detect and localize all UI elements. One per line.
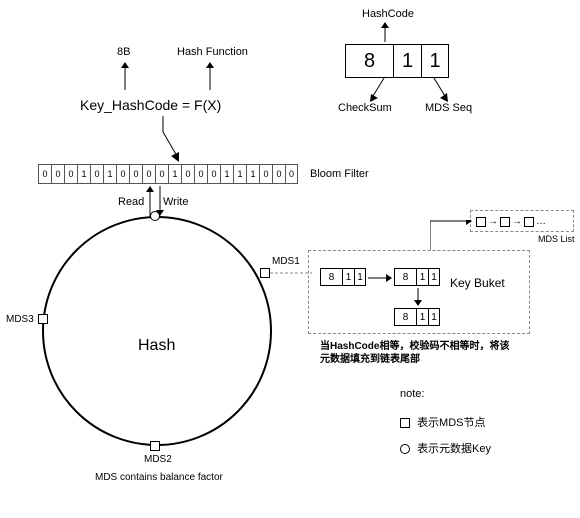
bucket-cell-c-2: 1 [428, 308, 440, 326]
write-label: Write [163, 196, 188, 208]
mdslist-arrow-1: → [488, 216, 498, 227]
bucket-cell-a-0: 8 [320, 268, 342, 286]
mdslist-chain: → → … [476, 216, 546, 227]
legend-circle-icon [400, 444, 410, 454]
bucket-cell-c-0: 8 [394, 308, 416, 326]
legend-meta-key-text: 表示元数据Key [417, 443, 491, 455]
mds1-node [260, 268, 270, 278]
bloom-bit: 0 [38, 164, 51, 184]
bloom-bit: 0 [155, 164, 168, 184]
mds2-node [150, 441, 160, 451]
balance-factor-label: MDS contains balance factor [95, 472, 223, 483]
bloom-bit: 1 [233, 164, 246, 184]
mds1-to-bucket-dash [270, 272, 312, 274]
arrow-bucket-a-to-b [368, 274, 392, 282]
bloom-bit: 1 [77, 164, 90, 184]
bloom-filter-label: Bloom Filter [310, 168, 369, 180]
bloom-bit: 0 [51, 164, 64, 184]
bucket-cell-b-1: 1 [416, 268, 428, 286]
arrow-hashfn-up [205, 62, 215, 90]
mdslist-label: MDS List [538, 234, 575, 244]
mdslist-arrow-2: → [512, 216, 522, 227]
bloom-bit: 0 [181, 164, 194, 184]
bloom-bit: 1 [168, 164, 181, 184]
bucket-cell-c: 8 1 1 [394, 308, 440, 326]
bucket-cell-c-1: 1 [416, 308, 428, 326]
top-triplet: 8 1 1 [345, 44, 449, 78]
mdslist-sq-3 [524, 217, 534, 227]
mdslist-sq-2 [500, 217, 510, 227]
legend-square-icon [400, 418, 410, 428]
key-bucket-title: Key Buket [450, 276, 505, 290]
bucket-to-mdslist [430, 220, 472, 252]
mds2-label: MDS2 [144, 454, 172, 465]
legend-meta-key: 表示元数据Key [400, 440, 491, 456]
hash-ring [42, 216, 272, 446]
hashcode-label: HashCode [362, 8, 414, 20]
arrow-mdsseq [430, 78, 450, 102]
hashfn-label: Hash Function [177, 46, 248, 58]
bloom-filter-bits: 00010100001000111000 [38, 164, 298, 184]
ring-key-node [150, 211, 160, 221]
bloom-bit: 0 [259, 164, 272, 184]
top-triplet-cell-1: 1 [393, 44, 421, 78]
read-label: Read [118, 196, 144, 208]
bloom-bit: 1 [220, 164, 233, 184]
top-triplet-cell-2: 1 [421, 44, 449, 78]
bloom-bit: 1 [246, 164, 259, 184]
bucket-cell-a-1: 1 [342, 268, 354, 286]
bloom-bit: 0 [64, 164, 77, 184]
mds1-label: MDS1 [272, 256, 300, 267]
bloom-bit: 0 [207, 164, 220, 184]
legend-title: note: [400, 388, 424, 400]
mds3-label: MDS3 [6, 314, 34, 325]
legend-mds-node: 表示MDS节点 [400, 414, 486, 430]
hash-ring-label: Hash [138, 337, 175, 355]
arrow-bucket-b-to-c [414, 288, 422, 306]
bloom-bit: 1 [103, 164, 116, 184]
bloom-bit: 0 [142, 164, 155, 184]
bloom-bit: 0 [272, 164, 285, 184]
bloom-bit: 0 [116, 164, 129, 184]
arrow-hashcode-up [380, 22, 390, 42]
mds3-node [38, 314, 48, 324]
formula-label: Key_HashCode = F(X) [80, 97, 221, 113]
bloom-bit: 0 [129, 164, 142, 184]
checksum-label: CheckSum [338, 102, 392, 114]
bucket-cell-a: 8 1 1 [320, 268, 366, 286]
mdslist-ellipsis: … [536, 216, 546, 227]
arrow-checksum [370, 78, 390, 102]
eightb-label: 8B [117, 46, 130, 58]
arrow-8b-up [120, 62, 130, 90]
bucket-cell-a-2: 1 [354, 268, 366, 286]
legend-mds-node-text: 表示MDS节点 [417, 417, 485, 429]
bucket-cell-b: 8 1 1 [394, 268, 440, 286]
bucket-cell-b-2: 1 [428, 268, 440, 286]
bloom-bit: 0 [90, 164, 103, 184]
mdsseq-label: MDS Seq [425, 102, 472, 114]
arrow-formula-to-bloom [155, 116, 185, 164]
mdslist-sq-1 [476, 217, 486, 227]
bloom-bit: 0 [194, 164, 207, 184]
bucket-note: 当HashCode相等，校验码不相等时，将该元数据填充到链表尾部 [320, 340, 510, 366]
top-triplet-cell-0: 8 [345, 44, 393, 78]
bloom-bit: 0 [285, 164, 298, 184]
bucket-cell-b-0: 8 [394, 268, 416, 286]
